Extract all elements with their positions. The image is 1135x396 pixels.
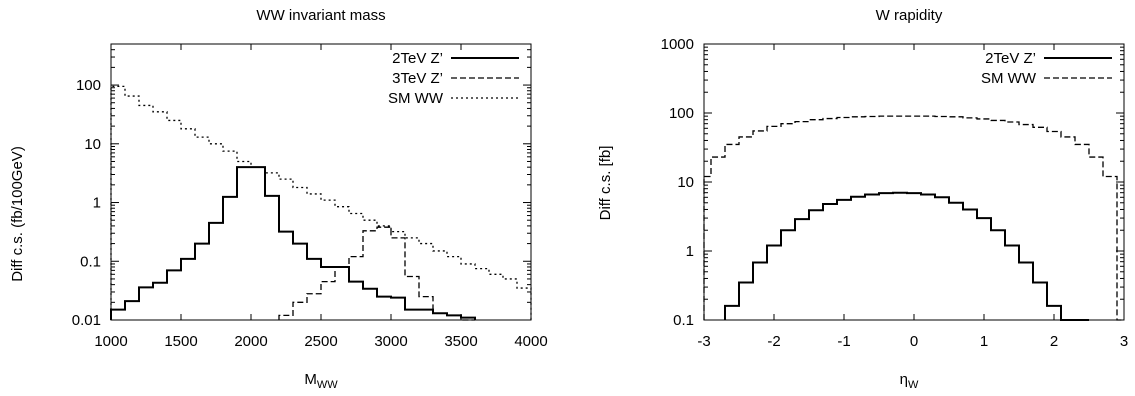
x-axis-label-main: η (900, 371, 908, 388)
legend: 2TeV Z’ SM WW (981, 50, 1112, 87)
x-tick-label: 2000 (234, 333, 267, 350)
chart-invariant-mass: WW invariant mass Diff c.s. (fb/100GeV) … (9, 7, 548, 391)
series-line-3 (110, 85, 532, 320)
x-tick-label: 2500 (304, 333, 337, 350)
x-axis-label-main: M (304, 371, 317, 388)
y-tick-label: 100 (76, 77, 101, 94)
plot-frame (703, 43, 1125, 321)
legend-label: 3TeV Z’ (392, 70, 443, 87)
series-layer (110, 85, 532, 321)
x-tick-label: 1500 (164, 333, 197, 350)
x-axis-label: MWW (304, 371, 338, 391)
y-axis-label: Diff c.s. (fb/100GeV) (9, 146, 26, 282)
series-line-1 (110, 166, 476, 320)
x-tick-label: 1000 (94, 333, 127, 350)
x-tick-label: -3 (697, 333, 710, 350)
x-tick-label: -1 (837, 333, 850, 350)
legend-label: 2TeV Z’ (392, 50, 443, 67)
x-axis-label: ηW (900, 371, 919, 391)
y-tick-label: 0.1 (673, 312, 694, 329)
x-tick-label: -2 (767, 333, 780, 350)
series-line-2 (703, 115, 1124, 321)
series-line-1 (724, 191, 1089, 321)
x-tick-label: 4000 (514, 333, 547, 350)
x-tick-label: 3500 (444, 333, 477, 350)
y-axis-label: Diff c.s. [fb] (597, 146, 614, 221)
x-tick-label: 3000 (374, 333, 407, 350)
y-tick-label: 1 (686, 243, 694, 260)
series-line-2 (278, 226, 475, 321)
legend-label: 2TeV Z’ (985, 50, 1036, 67)
x-tick-label: 3 (1120, 333, 1128, 350)
y-tick-label: 1 (93, 195, 101, 212)
y-tick-label: 0.1 (80, 253, 101, 270)
x-tick-label: 2 (1050, 333, 1058, 350)
x-axis-label-subscript: WW (317, 379, 338, 391)
x-tick-label: 0 (910, 333, 918, 350)
chart-title: W rapidity (876, 7, 943, 24)
y-tick-label: 10 (84, 136, 101, 153)
tick-layer: 1000 1500 2000 2500 3000 3500 4000 0.01 0.1 1 10 10… (72, 44, 548, 350)
x-axis-label-subscript: W (908, 379, 919, 391)
legend: 2TeV Z’ 3TeV Z’ SM WW (388, 50, 519, 107)
x-tick-label: 1 (980, 333, 988, 350)
y-tick-label: 10 (677, 174, 694, 191)
y-tick-label: 100 (669, 105, 694, 122)
legend-label: SM WW (981, 70, 1037, 87)
chart-title: WW invariant mass (256, 7, 385, 24)
plot-frame (110, 43, 532, 321)
chart-rapidity: W rapidity Diff c.s. [fb] ηW -3 -2 -1 0 1 2 3 0… (597, 7, 1128, 391)
series-layer (703, 115, 1124, 321)
y-tick-label: 1000 (661, 36, 694, 53)
legend-label: SM WW (388, 90, 444, 107)
y-tick-label: 0.01 (72, 312, 101, 329)
